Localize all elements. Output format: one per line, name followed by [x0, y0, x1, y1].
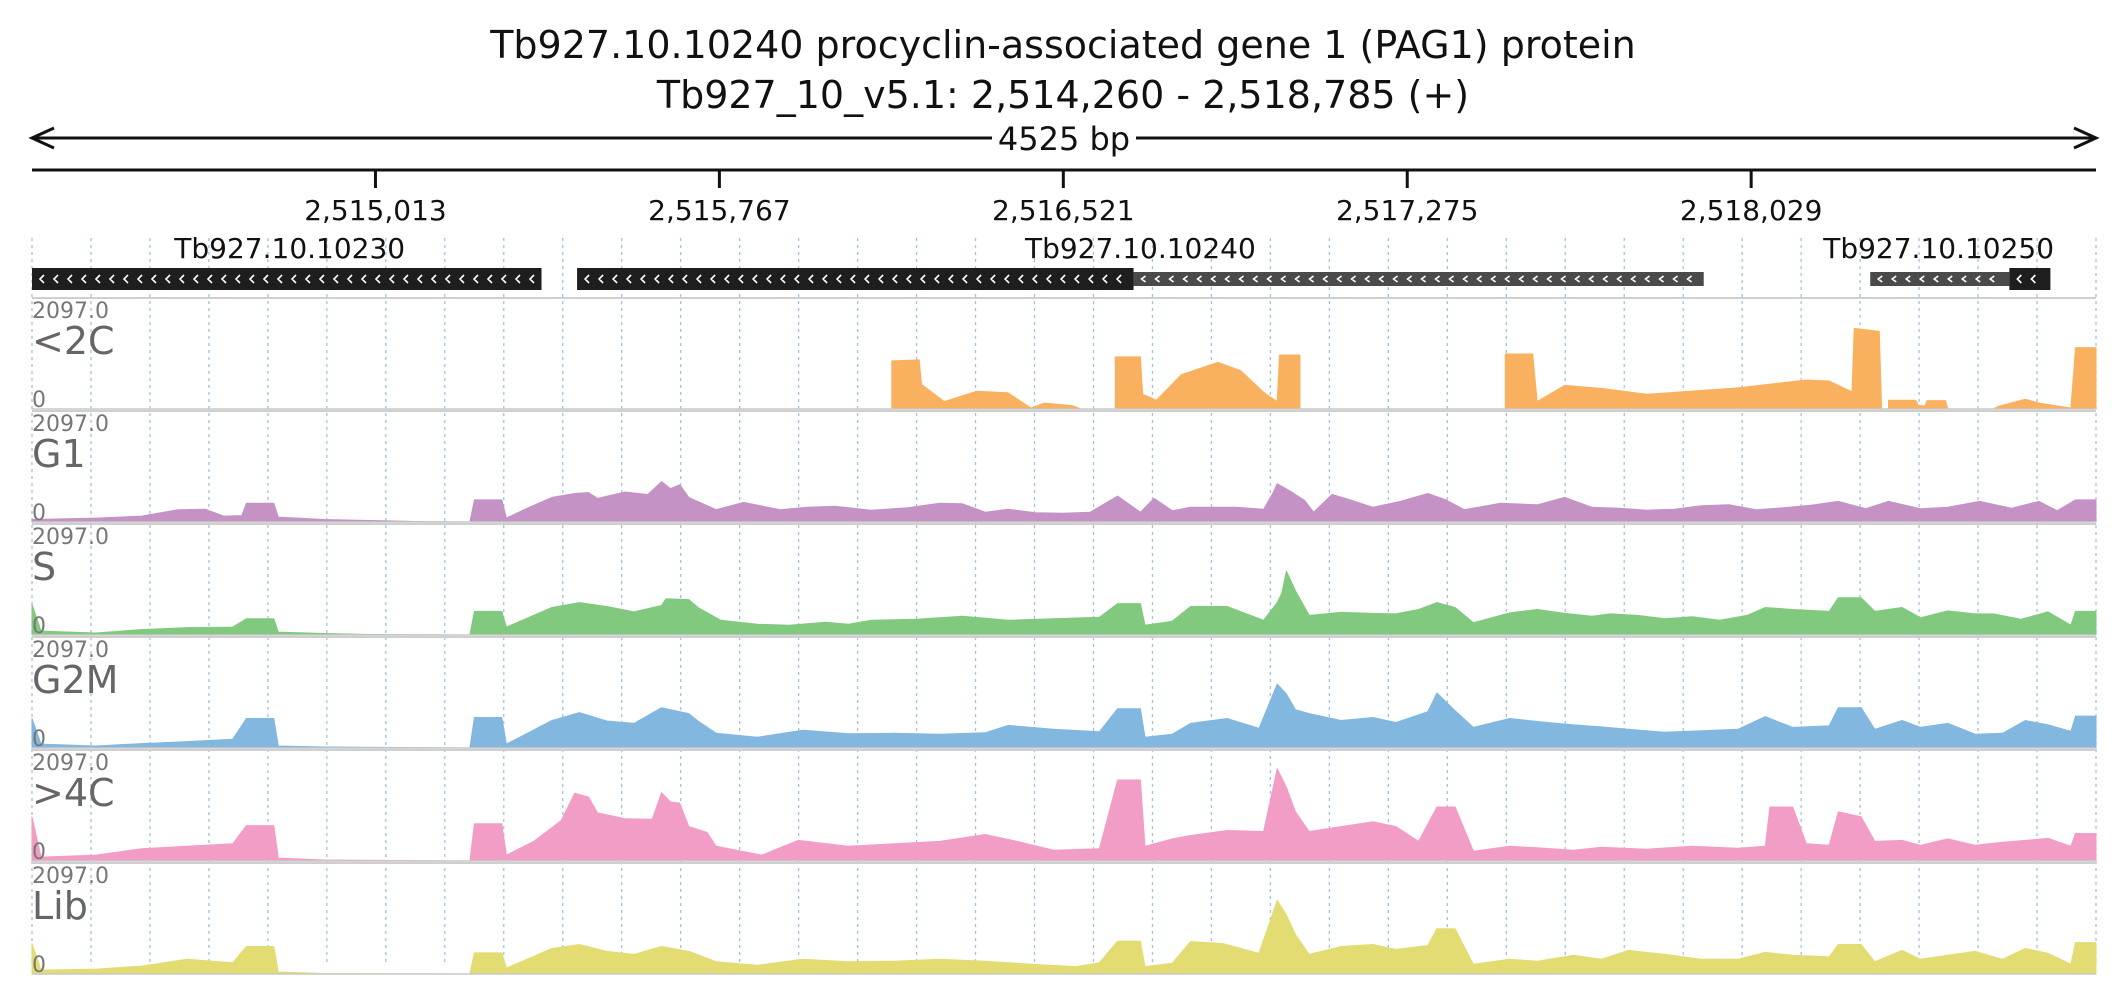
track-name-label: G1 [32, 432, 86, 476]
track-ymax-label: 2097.0 [32, 638, 109, 663]
gene-coding-block [577, 268, 1134, 290]
track-name-label: >4C [32, 771, 115, 815]
track-ymin-label: 0 [32, 501, 46, 526]
track-ymin-label: 0 [32, 840, 46, 865]
coordinate-tick-label: 2,516,521 [992, 194, 1135, 227]
track-ymax-label: 2097.0 [32, 299, 109, 324]
track-ymax-label: 2097.0 [32, 525, 109, 550]
gene-strand-chevrons [38, 274, 535, 284]
span-arrow-right-head [2073, 126, 2100, 150]
gene-strand-chevrons [583, 274, 1122, 284]
track-name-label: S [32, 545, 56, 589]
coverage-area [31, 768, 2097, 862]
chart-title: Tb927.10.10240 procyclin-associated gene… [490, 23, 1636, 67]
coordinate-tick-label: 2,518,029 [1680, 194, 1823, 227]
track-name-label: <2C [32, 319, 115, 363]
track-ymax-label: 2097.0 [32, 864, 109, 889]
coordinate-tick-label: 2,515,767 [648, 194, 791, 227]
coverage-area [31, 327, 2097, 410]
track-ymin-label: 0 [32, 727, 46, 752]
coverage-area [31, 570, 2097, 636]
gene-strand-chevrons [1876, 275, 1995, 283]
track-ymax-label: 2097.0 [32, 751, 109, 776]
track-ymax-label: 2097.0 [32, 412, 109, 437]
gene-strand-chevrons [2016, 274, 2036, 284]
gene-coding-block [32, 268, 542, 290]
span-label-background [992, 118, 1136, 158]
gene-label: Tb927.10.10240 [1024, 232, 1256, 265]
gene-coding-block [2009, 268, 2051, 290]
track-name-label: G2M [32, 658, 118, 702]
track-ymin-label: 0 [32, 953, 46, 978]
span-label: 4525 bp [998, 120, 1130, 158]
span-arrow-left-head [28, 126, 55, 150]
coordinate-tick-label: 2,517,275 [1336, 194, 1479, 227]
track-ymin-label: 0 [32, 388, 46, 413]
track-ymin-label: 0 [32, 614, 46, 639]
coverage-area [31, 481, 2097, 523]
gene-label: Tb927.10.10230 [173, 232, 405, 265]
track-name-label: Lib [32, 884, 88, 928]
coordinate-tick-label: 2,515,013 [304, 194, 447, 227]
chart-subtitle: Tb927_10_v5.1: 2,514,260 - 2,518,785 (+) [656, 73, 1470, 117]
gene-label: Tb927.10.10250 [1822, 232, 2054, 265]
gene-strand-chevrons [1140, 275, 1693, 283]
coverage-area [31, 683, 2097, 749]
coverage-area [31, 899, 2097, 975]
gene-utr-block [1870, 272, 2010, 286]
gene-utr-block [1133, 272, 1704, 286]
